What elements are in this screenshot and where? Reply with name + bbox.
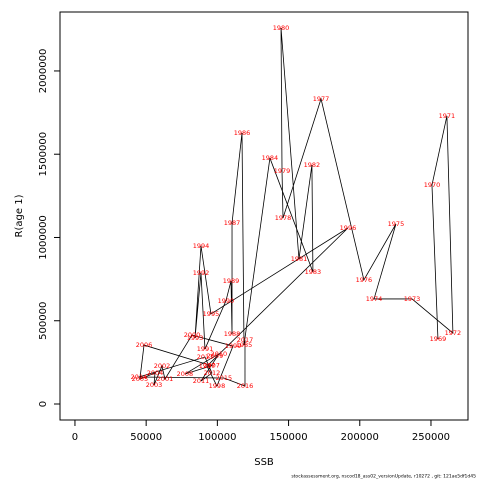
year-point-label: 2013 xyxy=(197,353,214,361)
year-point-label: 1971 xyxy=(439,112,456,120)
y-tick-label: 1000000 xyxy=(38,215,49,260)
y-tick-label: 1500000 xyxy=(38,132,49,177)
year-point-label: 2002 xyxy=(154,362,171,370)
year-point-label: 1976 xyxy=(356,276,373,284)
year-point-label: 2016 xyxy=(237,382,254,390)
year-point-label: 1979 xyxy=(274,167,291,175)
year-point-label: 1972 xyxy=(445,329,462,337)
year-point-label: 2004 xyxy=(147,369,164,377)
year-point-label: 2000 xyxy=(184,331,201,339)
year-point-label: 2006 xyxy=(136,341,153,349)
year-point-label: 1997 xyxy=(199,362,216,370)
year-point-label: 1992 xyxy=(193,269,210,277)
x-tick-label: 50000 xyxy=(130,432,162,443)
year-point-label: 2010 xyxy=(211,350,228,358)
x-tick-label: 150000 xyxy=(269,432,307,443)
year-point-label: 2014 xyxy=(131,373,148,381)
year-point-label: 1978 xyxy=(275,214,292,222)
footnote: stockassessment.org, nscod18_ass02_versi… xyxy=(291,474,476,480)
year-point-label: 1986 xyxy=(234,129,251,137)
year-point-label: 1980 xyxy=(273,24,290,32)
y-tick-label: 0 xyxy=(38,401,49,407)
year-point-label: 1985 xyxy=(236,341,253,349)
x-axis-label: SSB xyxy=(254,457,274,468)
x-tick-label: 100000 xyxy=(198,432,236,443)
year-point-label: 2007 xyxy=(203,362,220,370)
x-tick-label: 250000 xyxy=(412,432,450,443)
y-tick-label: 500000 xyxy=(38,302,49,340)
year-point-label: 2003 xyxy=(146,381,163,389)
year-point-label: 1970 xyxy=(424,181,441,189)
year-point-label: 1973 xyxy=(404,295,421,303)
year-point-label: 1987 xyxy=(224,219,241,227)
year-point-label: 1996 xyxy=(340,224,357,232)
plot-frame xyxy=(59,11,469,421)
year-point-label: 1988 xyxy=(224,330,241,338)
year-point-label: 2015 xyxy=(216,374,233,382)
year-point-label: 1991 xyxy=(197,345,214,353)
year-point-label: 1969 xyxy=(430,335,447,343)
year-point-label: 1982 xyxy=(304,161,321,169)
year-point-label: 1998 xyxy=(209,382,226,390)
year-point-label: 1993 xyxy=(187,334,204,342)
year-point-label: 1990 xyxy=(218,297,235,305)
year-point-label: 2012 xyxy=(204,369,221,377)
year-point-label: 1975 xyxy=(388,220,405,228)
year-point-label: 1995 xyxy=(203,310,220,318)
y-axis-label: R(age 1) xyxy=(14,194,25,237)
year-point-label: 2005 xyxy=(132,375,149,383)
year-point-label: 1983 xyxy=(305,268,322,276)
year-point-label: 1981 xyxy=(291,255,308,263)
year-point-label: 1977 xyxy=(313,95,330,103)
year-point-label: 2008 xyxy=(177,370,194,378)
year-point-label: 1984 xyxy=(262,154,279,162)
year-point-label: 1994 xyxy=(193,242,210,250)
year-point-label: 2009 xyxy=(207,352,224,360)
year-point-label: 2017 xyxy=(237,336,254,344)
x-tick-label: 0 xyxy=(72,432,78,443)
year-point-label: 2011 xyxy=(193,377,210,385)
year-point-label: 1989 xyxy=(223,277,240,285)
y-tick-label: 2000000 xyxy=(38,49,49,94)
year-point-label: 1974 xyxy=(366,295,383,303)
year-point-label: 1999 xyxy=(225,342,242,350)
year-point-label: 2001 xyxy=(157,375,174,383)
x-tick-label: 200000 xyxy=(341,432,379,443)
trajectory-line xyxy=(138,27,454,388)
